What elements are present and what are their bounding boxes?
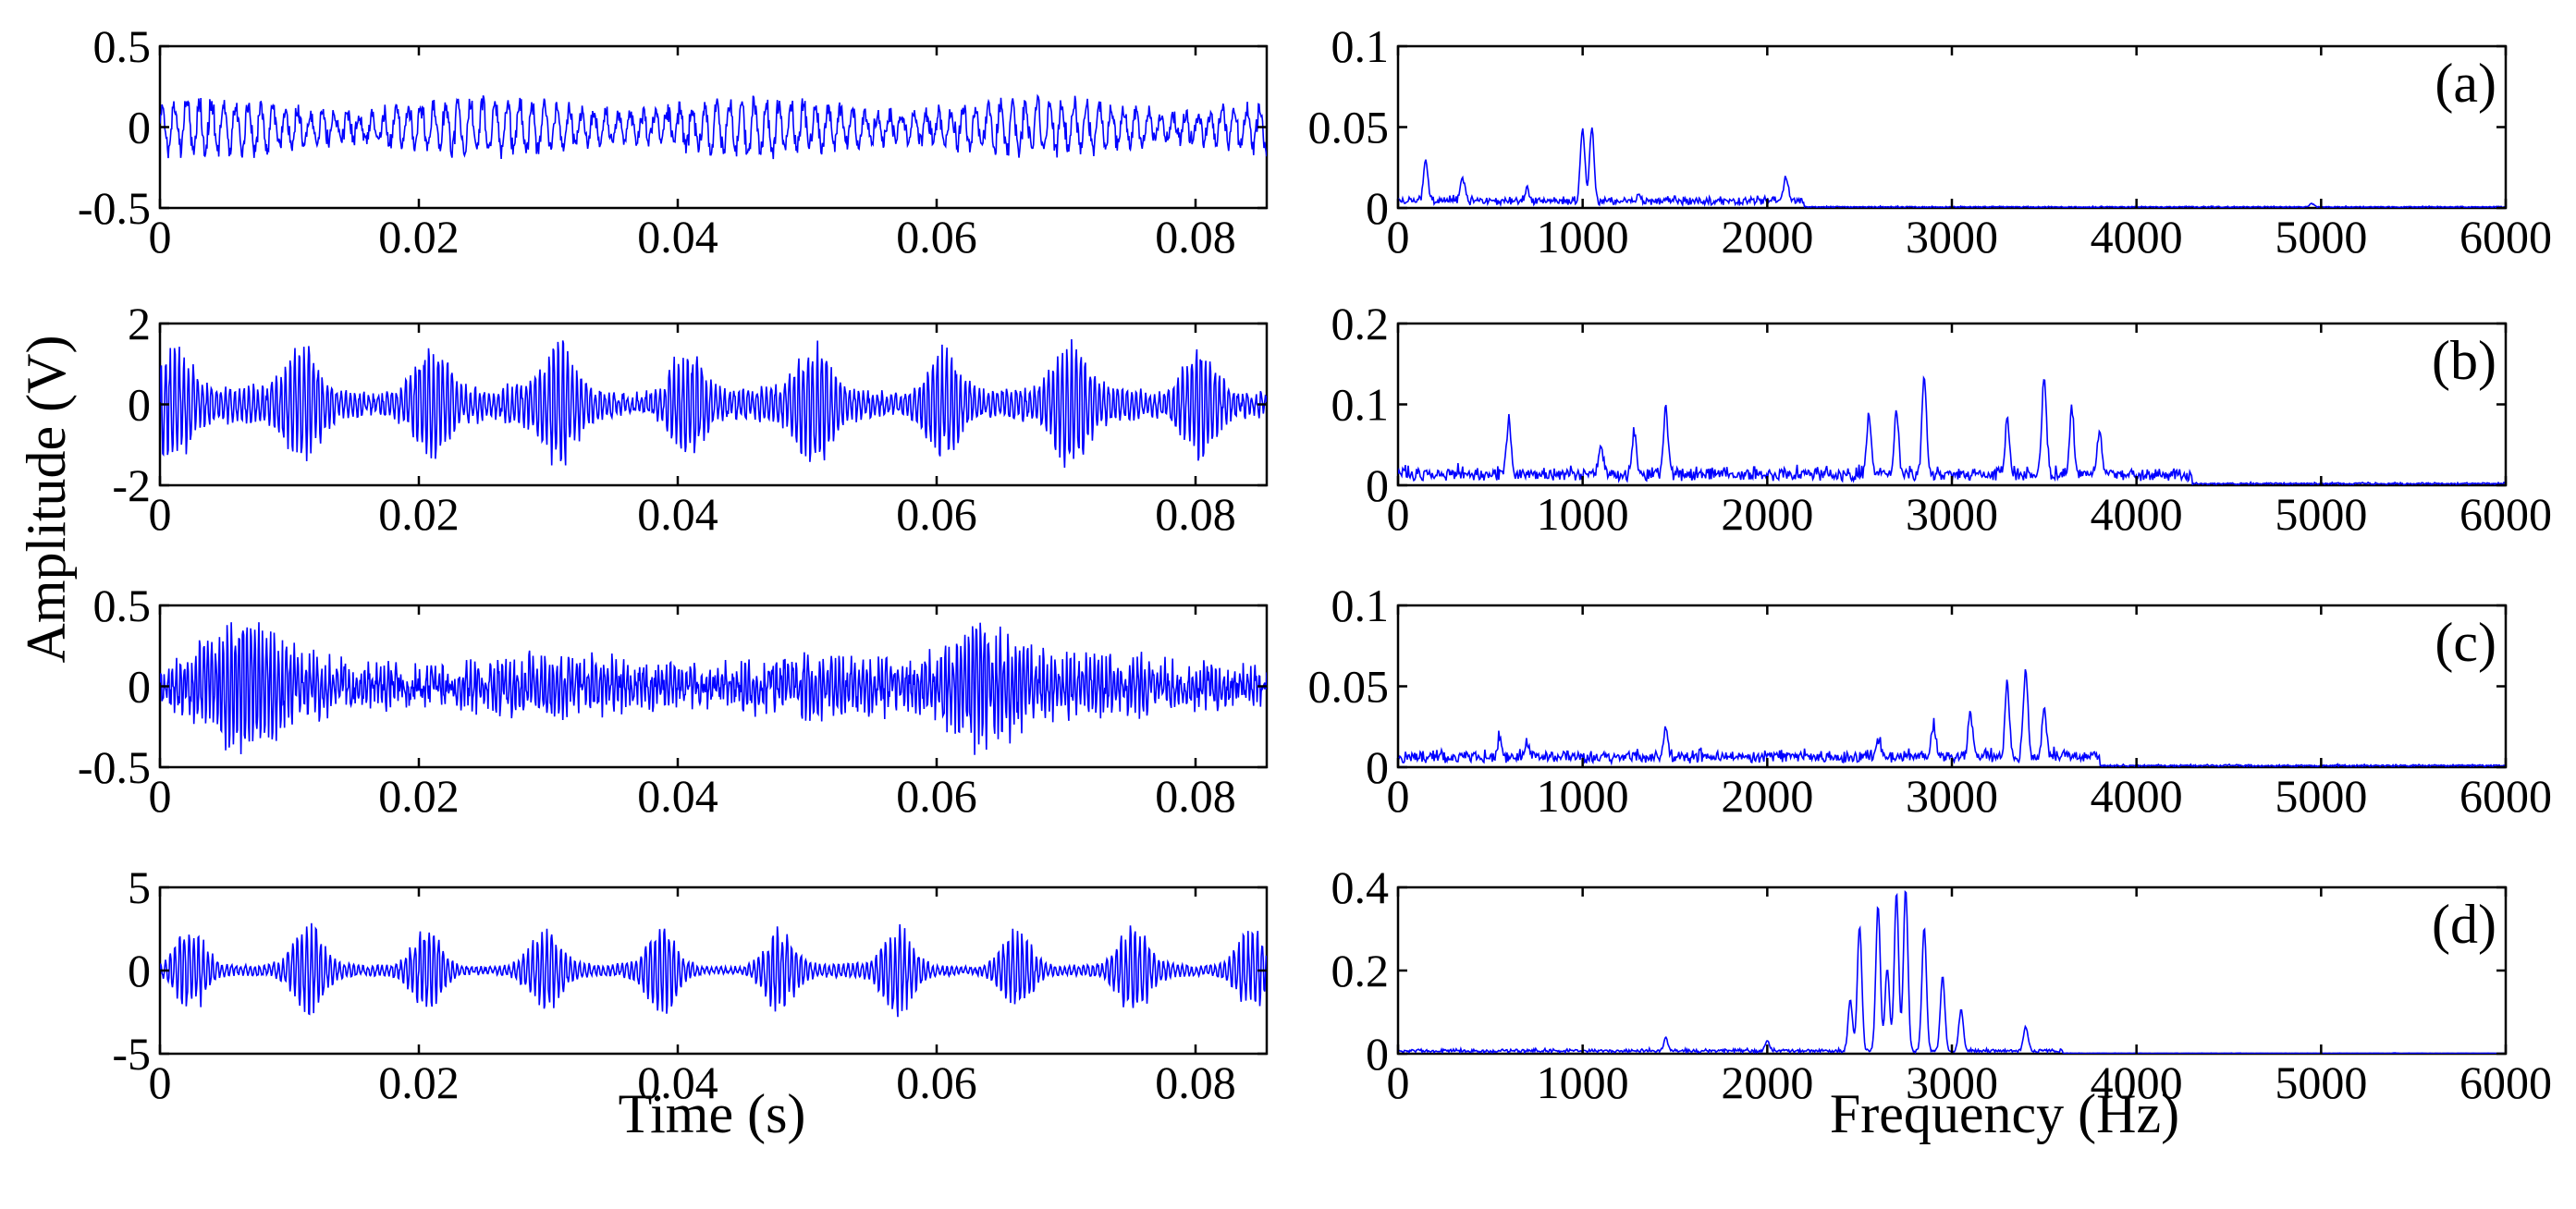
time-axis-label: Time (s): [619, 1083, 806, 1144]
series-line: [160, 622, 1267, 755]
y-tick-label: 0.05: [1308, 102, 1390, 153]
y-tick-label: 0.5: [93, 20, 152, 72]
x-tick-label: 1000: [1537, 770, 1629, 822]
x-tick-label: 1000: [1537, 488, 1629, 540]
x-tick-label: 6000: [2459, 488, 2552, 540]
y-tick-label: 5: [128, 861, 151, 913]
x-tick-label: 5000: [2275, 770, 2367, 822]
axes-frame: [1396, 885, 2508, 1056]
x-tick-label: 0.08: [1155, 211, 1236, 263]
x-tick-label: 2000: [1721, 1056, 1813, 1108]
x-tick-label: 2000: [1721, 488, 1813, 540]
x-tick-label: 2000: [1721, 770, 1813, 822]
y-tick-label: -5: [112, 1028, 151, 1080]
x-tick-label: 2000: [1721, 211, 1813, 263]
y-tick-label: 0: [128, 102, 151, 153]
x-tick-label: 0.02: [378, 1056, 460, 1108]
chart-panel-b-time: 0 0.02 0.04 0.06 0.08-202: [112, 298, 1269, 540]
series-line: [160, 93, 1267, 160]
x-tick-label: 0.02: [378, 488, 460, 540]
y-tick-label: 0.2: [1331, 298, 1390, 349]
series-line: [160, 338, 1267, 469]
panel-label: (a): [2435, 53, 2496, 114]
chart-panel-c-time: 0 0.02 0.04 0.06 0.08-0.500.5: [78, 580, 1269, 822]
x-tick-label: 3000: [1906, 488, 1998, 540]
x-tick-label: 3000: [1906, 770, 1998, 822]
y-tick-label: 0.05: [1308, 661, 1390, 713]
y-tick-label: 0: [1366, 1028, 1389, 1080]
x-tick-label: 0: [149, 488, 172, 540]
chart-panel-d-time: 0 0.02 0.04 0.06 0.08-505: [112, 861, 1269, 1108]
x-tick-label: 0.08: [1155, 1056, 1236, 1108]
x-tick-label: 0.06: [896, 770, 977, 822]
y-tick-label: 0.1: [1331, 580, 1390, 631]
y-tick-label: 0: [128, 945, 151, 996]
x-tick-label: 0.02: [378, 211, 460, 263]
x-tick-label: 0: [1387, 770, 1410, 822]
y-tick-label: 0.1: [1331, 20, 1390, 72]
x-tick-label: 6000: [2459, 770, 2552, 822]
panel-label: (c): [2435, 612, 2496, 673]
x-tick-label: 0: [1387, 1056, 1410, 1108]
x-tick-label: 5000: [2275, 488, 2367, 540]
x-tick-label: 0.04: [637, 488, 718, 540]
y-tick-label: -2: [112, 459, 151, 511]
y-tick-label: 0: [128, 661, 151, 713]
y-tick-label: 0.1: [1331, 379, 1390, 431]
y-tick-label: 0: [1366, 459, 1389, 511]
chart-panel-d-freq: 0 1000 2000 3000 4000 5000 6000 0 0.2 0.4 (d): [1331, 861, 2553, 1108]
x-tick-label: 4000: [2091, 770, 2183, 822]
x-tick-label: 0: [149, 211, 172, 263]
x-tick-label: 0.04: [637, 211, 718, 263]
x-tick-label: 5000: [2275, 211, 2367, 263]
y-tick-label: 2: [128, 298, 151, 349]
x-tick-label: 0.04: [637, 1056, 718, 1108]
series-line: [160, 922, 1267, 1018]
x-tick-label: 0.04: [637, 770, 718, 822]
axes-frame: [1396, 322, 2508, 487]
y-tick-label: 0.4: [1331, 861, 1390, 913]
panel-label: (b): [2432, 330, 2496, 391]
x-tick-label: 0.02: [378, 770, 460, 822]
frequency-axis-label: Frequency (Hz): [1830, 1083, 2179, 1144]
x-tick-label: 0.06: [896, 488, 977, 540]
chart-panel-c-freq: 0 1000 2000 3000 4000 5000 6000 0 0.05 0.1 (c): [1308, 580, 2553, 822]
y-tick-label: -0.5: [78, 182, 151, 234]
x-tick-label: 3000: [1906, 211, 1998, 263]
x-tick-label: 4000: [2091, 1056, 2183, 1108]
x-tick-label: 0: [149, 1056, 172, 1108]
y-tick-label: 0: [1366, 182, 1389, 234]
x-tick-label: 0.06: [896, 1056, 977, 1108]
x-tick-label: 1000: [1537, 1056, 1629, 1108]
x-tick-label: 0: [1387, 488, 1410, 540]
x-tick-label: 6000: [2459, 211, 2552, 263]
x-tick-label: 4000: [2091, 488, 2183, 540]
x-tick-label: 3000: [1906, 1056, 1998, 1108]
y-tick-label: -0.5: [78, 741, 151, 793]
x-tick-label: 5000: [2275, 1056, 2367, 1108]
y-tick-label: 0.5: [93, 580, 152, 631]
axes-frame: [1396, 604, 2508, 769]
y-tick-label: 0: [1366, 741, 1389, 793]
y-tick-label: 0.2: [1331, 945, 1390, 996]
x-tick-label: 6000: [2459, 1056, 2552, 1108]
x-tick-label: 4000: [2091, 211, 2183, 263]
chart-panel-a-time: 0 0.02 0.04 0.06 0.08-0.500.5: [78, 20, 1269, 263]
x-tick-label: 0: [149, 770, 172, 822]
x-tick-label: 0.06: [896, 211, 977, 263]
panel-label: (d): [2432, 894, 2496, 955]
x-tick-label: 0: [1387, 211, 1410, 263]
chart-panel-b-freq: 0 1000 2000 3000 4000 5000 6000 0 0.1 0.2 (b): [1331, 298, 2553, 540]
y-tick-label: 0: [128, 379, 151, 431]
axes-frame: [1396, 44, 2508, 210]
x-tick-label: 0.08: [1155, 770, 1236, 822]
amplitude-axis-label: Amplitude (V): [16, 336, 77, 664]
x-tick-label: 1000: [1537, 211, 1629, 263]
x-tick-label: 0.08: [1155, 488, 1236, 540]
chart-panel-a-freq: 0 1000 2000 3000 4000 5000 6000 0 0.05 0.1 (a): [1308, 20, 2553, 263]
